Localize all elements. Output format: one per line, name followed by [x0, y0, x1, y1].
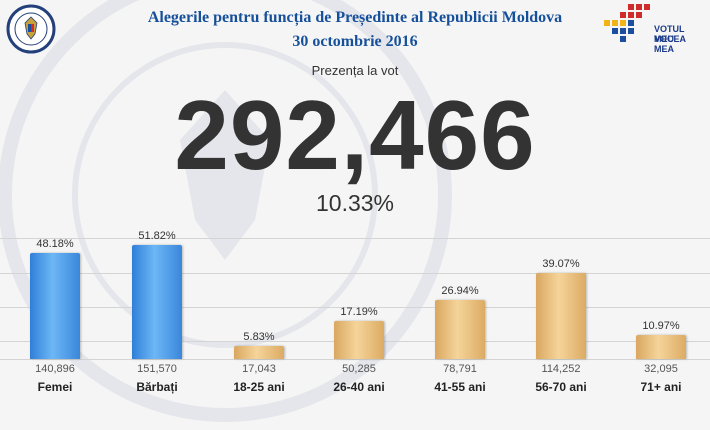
- category-label: 26-40 ani: [333, 380, 385, 394]
- turnout-label: Prezența la vot: [311, 63, 399, 78]
- bar-count-label: 114,252: [541, 363, 581, 375]
- election-date: 30 octombrie 2016: [292, 33, 418, 50]
- category-label: 71+ ani: [640, 380, 682, 394]
- bar-count-label: 151,570: [137, 363, 177, 375]
- category-label: 18-25 ani: [233, 380, 285, 394]
- gridline: [0, 238, 710, 239]
- category-label: Bărbați: [136, 380, 178, 394]
- category-label: 56-70 ani: [535, 380, 587, 394]
- cec-seal-logo: [6, 4, 56, 54]
- bar-7: [636, 335, 686, 359]
- bar-2: [132, 245, 182, 359]
- bar-count-label: 50,285: [342, 363, 376, 375]
- bar-percent-label: 48.18%: [36, 238, 74, 250]
- brand-logo: VOTUL MEU VOCEA MEA: [604, 4, 704, 54]
- turnout-total: 292,466: [174, 80, 536, 190]
- bar-count-label: 78,791: [443, 363, 477, 375]
- bar-6: [536, 273, 586, 359]
- category-label: Femei: [37, 380, 73, 394]
- election-title: Alegerile pentru funcția de Președinte a…: [147, 9, 563, 26]
- bar-percent-label: 10.97%: [642, 320, 680, 332]
- bar-count-label: 17,043: [242, 363, 276, 375]
- bar-3: [234, 346, 284, 359]
- turnout-percent: 10.33%: [315, 190, 394, 216]
- bar-count-label: 140,896: [35, 363, 75, 375]
- bar-4: [334, 321, 384, 359]
- bar-percent-label: 5.83%: [243, 331, 275, 343]
- brand-mark-icon: [604, 4, 650, 42]
- bar-percent-label: 17.19%: [340, 306, 378, 318]
- bar-count-label: 32,095: [644, 363, 678, 375]
- bar-5: [435, 300, 485, 359]
- gridline: [0, 359, 710, 360]
- gridline: [0, 273, 710, 274]
- bar-percent-label: 26.94%: [441, 285, 479, 297]
- gridline: [0, 307, 710, 308]
- brand-text-line1: VOTUL MEU: [654, 24, 685, 44]
- bar-percent-label: 51.82%: [138, 230, 176, 242]
- brand-text-line2: VOCEA MEA: [654, 34, 686, 54]
- category-label: 41-55 ani: [434, 380, 486, 394]
- bar-1: [30, 253, 80, 359]
- bar-percent-label: 39.07%: [542, 258, 580, 270]
